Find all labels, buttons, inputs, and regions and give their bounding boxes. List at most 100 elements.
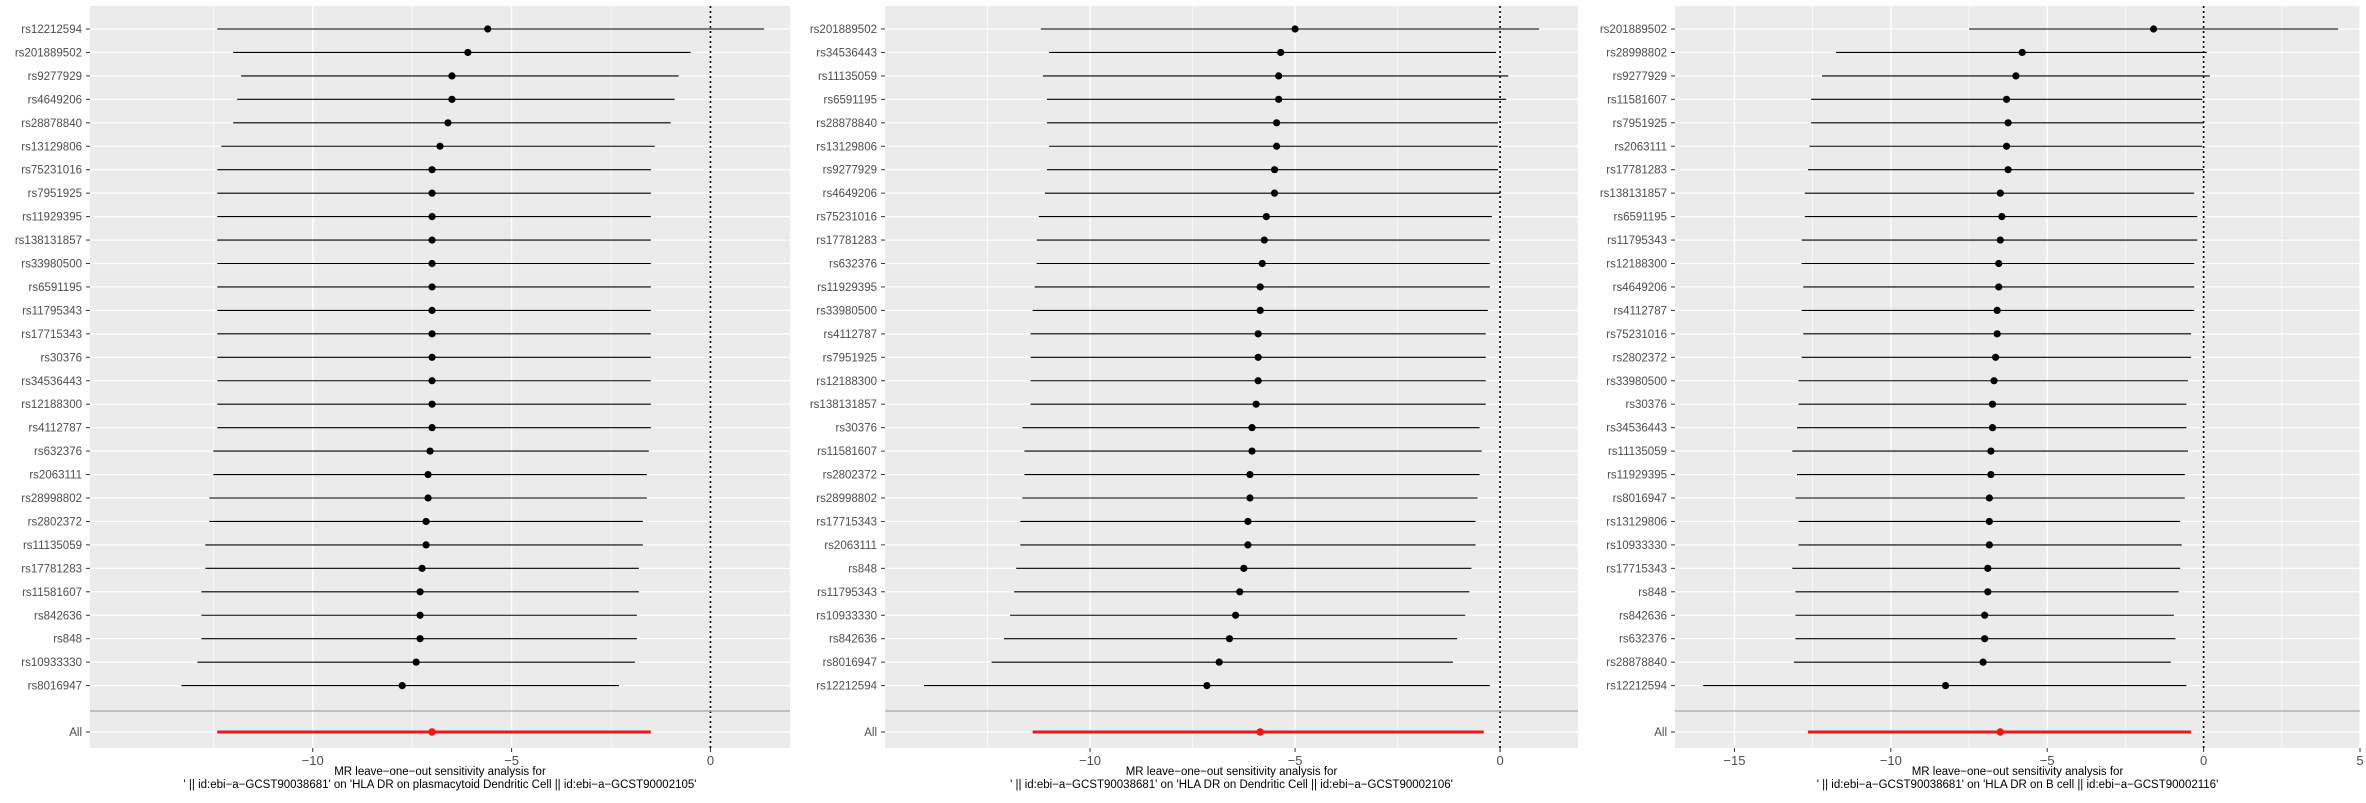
estimate-point <box>1998 213 2006 221</box>
estimate-point <box>1987 447 1995 455</box>
estimate-point <box>428 236 436 244</box>
estimate-point <box>2149 25 2158 33</box>
estimate-point <box>428 353 436 361</box>
snp-label: rs12212594 <box>21 24 82 36</box>
snp-label: rs28998802 <box>816 493 877 505</box>
estimate-point <box>1244 541 1252 549</box>
snp-label: rs842636 <box>1619 610 1667 622</box>
x-axis-title-line1: MR leave−one−out sensitivity analysis fo… <box>1126 766 1338 778</box>
snp-label: rs11929395 <box>817 282 877 294</box>
snp-label: rs11929395 <box>22 212 82 224</box>
estimate-point <box>428 424 436 432</box>
snp-label: rs2063111 <box>29 470 82 482</box>
estimate-point <box>1215 658 1223 666</box>
snp-label: rs28878840 <box>21 118 82 130</box>
x-tick-label: −10 <box>1079 753 1101 768</box>
x-axis-title-line1: MR leave−one−out sensitivity analysis fo… <box>334 766 546 778</box>
all-estimate-point <box>428 728 436 736</box>
estimate-point <box>1236 588 1244 596</box>
x-tick-label: −15 <box>1723 753 1745 768</box>
estimate-point <box>428 259 436 268</box>
estimate-point <box>1248 447 1256 455</box>
snp-label: rs28998802 <box>21 493 82 505</box>
x-tick-label: −5 <box>1288 753 1303 768</box>
x-axis-title-line1: MR leave−one−out sensitivity analysis fo… <box>1912 766 2124 778</box>
snp-label: rs201889502 <box>15 47 82 59</box>
snp-label: rs30376 <box>1625 399 1667 411</box>
snp-label: rs7951925 <box>823 352 877 364</box>
estimate-point <box>1984 588 1992 596</box>
snp-label: rs632376 <box>1619 634 1667 646</box>
x-tick-label: −10 <box>1880 753 1902 768</box>
snp-label: rs4649206 <box>28 94 82 106</box>
estimate-point <box>1985 517 1993 526</box>
estimate-point <box>416 635 424 643</box>
snp-label: rs11581607 <box>817 446 877 458</box>
snp-label: rs7951925 <box>1613 118 1667 130</box>
x-tick-label: −5 <box>2040 753 2055 768</box>
snp-label: rs4649206 <box>1613 282 1667 294</box>
estimate-point <box>1987 470 1995 479</box>
estimate-point <box>1984 564 1992 572</box>
estimate-point <box>1246 494 1254 502</box>
forest-panel-3: rs201889502 rs28998802 rs9277929 rs11581607… <box>1600 6 2364 791</box>
estimate-point <box>2004 166 2012 174</box>
x-tick-label: −5 <box>504 753 519 768</box>
snp-label: rs2802372 <box>1613 352 1667 364</box>
estimate-point <box>1270 166 1279 174</box>
snp-label: rs17715343 <box>1606 563 1667 575</box>
snp-label: rs17781283 <box>1606 165 1667 177</box>
snp-label: rs842636 <box>829 634 877 646</box>
snp-label: rs201889502 <box>810 24 877 36</box>
x-tick-label: 0 <box>1496 753 1503 768</box>
estimate-point <box>1254 330 1262 338</box>
estimate-point <box>1988 400 1997 408</box>
estimate-point <box>444 119 452 127</box>
snp-label: rs17715343 <box>816 516 877 528</box>
estimate-point <box>464 48 472 57</box>
estimate-point <box>1254 377 1262 385</box>
estimate-point <box>2002 95 2011 103</box>
estimate-point <box>1252 400 1260 408</box>
estimate-point <box>1256 283 1264 291</box>
estimate-point <box>1981 635 1989 643</box>
estimate-point <box>1979 658 1987 666</box>
snp-label: rs2802372 <box>28 516 82 528</box>
x-tick-label: 0 <box>707 753 714 768</box>
snp-label: rs6591195 <box>824 94 878 106</box>
snp-label: rs34536443 <box>1606 423 1667 435</box>
snp-label: rs848 <box>1638 587 1667 599</box>
estimate-point <box>1232 611 1240 619</box>
plot-background <box>90 6 790 748</box>
estimate-point <box>1256 306 1264 314</box>
estimate-point <box>412 658 420 666</box>
snp-label: rs4112787 <box>1614 305 1668 317</box>
x-tick-label: 0 <box>2200 753 2207 768</box>
estimate-point <box>1248 424 1256 432</box>
estimate-point <box>1273 142 1281 150</box>
snp-label: rs11795343 <box>22 305 82 317</box>
snp-label: rs7951925 <box>28 188 82 200</box>
x-axis-title-line2: ' || id:ebi−a−GCST90038681' on 'HLA DR o… <box>184 779 697 791</box>
snp-label: rs11581607 <box>1607 94 1667 106</box>
snp-label: rs4649206 <box>823 188 877 200</box>
snp-label: rs848 <box>848 563 877 575</box>
estimate-point <box>1995 259 2003 268</box>
snp-label: rs4112787 <box>824 329 878 341</box>
estimate-point <box>1275 72 1283 80</box>
estimate-point <box>428 189 436 197</box>
estimate-point <box>1262 213 1270 221</box>
estimate-point <box>1990 377 1998 385</box>
estimate-point <box>1996 236 2004 244</box>
snp-label: rs13129806 <box>816 141 877 153</box>
estimate-point <box>424 494 432 502</box>
snp-label: rs10933330 <box>21 657 82 669</box>
forest-panel-1: rs12212594 rs201889502 rs9277929 rs4649206 r… <box>15 6 790 791</box>
estimate-point <box>422 541 430 549</box>
snp-label: rs30376 <box>835 423 877 435</box>
x-axis-title-line2: ' || id:ebi−a−GCST90038681' on 'HLA DR o… <box>1817 779 2219 791</box>
snp-label: rs12188300 <box>21 399 82 411</box>
estimate-point <box>1981 611 1989 619</box>
